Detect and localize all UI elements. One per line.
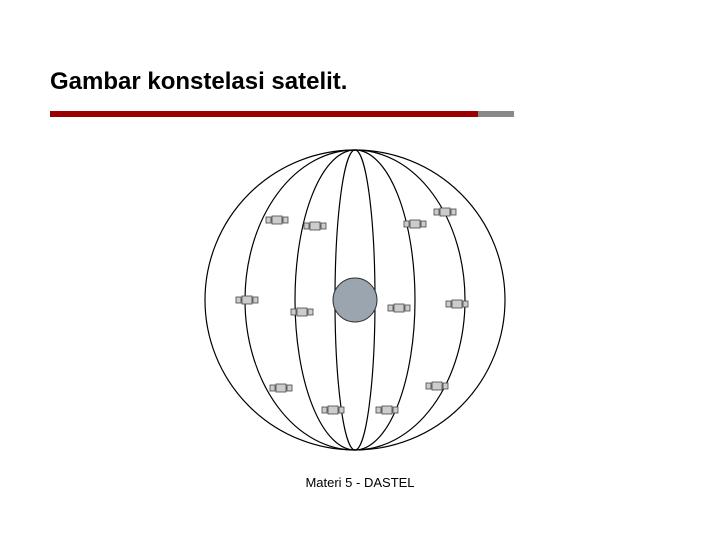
satellite-icon [236, 296, 258, 304]
satellite-icon [266, 216, 288, 224]
satellite-icon [291, 308, 313, 316]
underline-red-segment [50, 111, 478, 117]
satellite-icon [426, 382, 448, 390]
satellite-icon [304, 222, 326, 230]
satellite-icon [322, 406, 344, 414]
underline-gray-segment [478, 111, 514, 117]
satellite-icon [388, 304, 410, 312]
slide-footer: Materi 5 - DASTEL [0, 475, 720, 490]
constellation-diagram [165, 130, 545, 470]
title-underline [50, 104, 518, 110]
satellite-icon [404, 220, 426, 228]
constellation-svg [165, 130, 545, 470]
satellite-icon [434, 208, 456, 216]
satellite-icon [446, 300, 468, 308]
slide-title: Gambar konstelasi satelit. [50, 68, 347, 96]
earth-icon [333, 278, 377, 322]
satellite-icon [270, 384, 292, 392]
satellite-icon [376, 406, 398, 414]
